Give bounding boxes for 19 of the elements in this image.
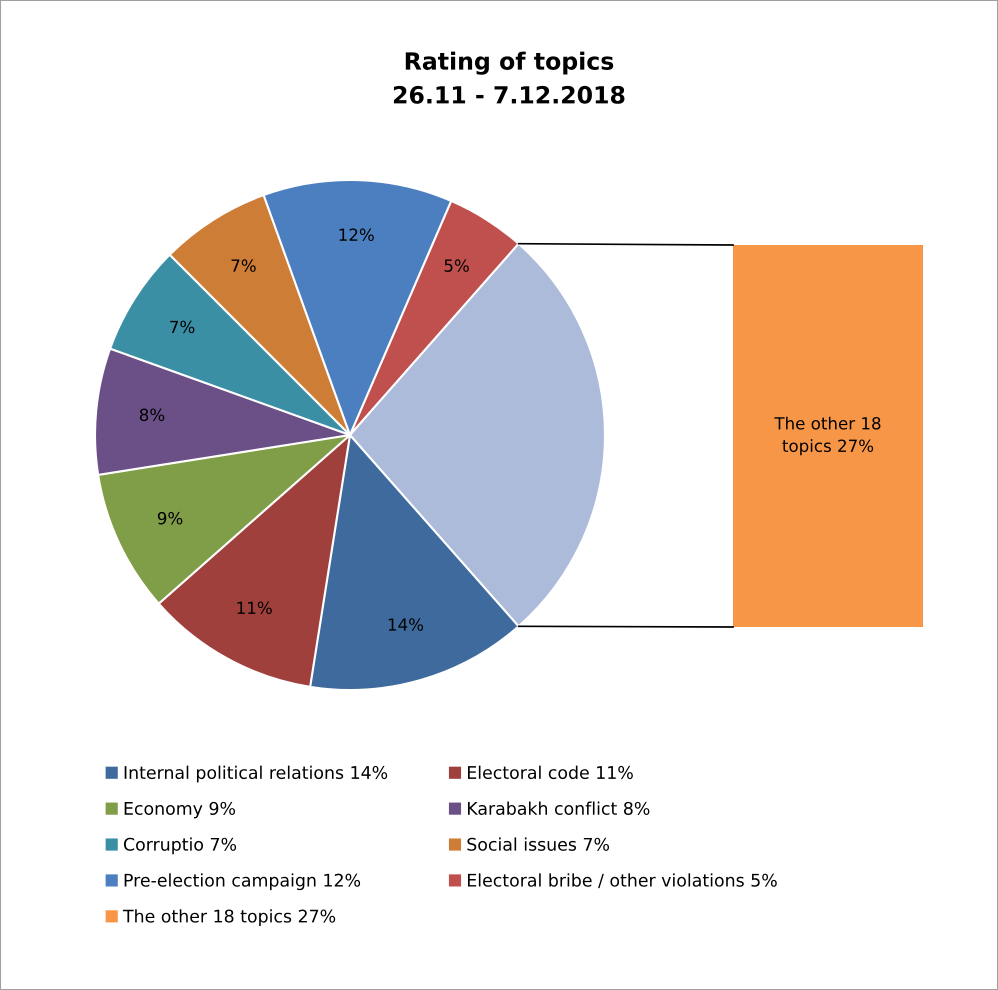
data-label: 7%	[232, 259, 256, 272]
data-label: 8%	[140, 408, 164, 422]
legend-label: Pre-election campaign 12%	[124, 873, 360, 890]
data-label: 9%	[158, 512, 182, 525]
legend-label: The other 18 topics 27%	[122, 909, 336, 926]
legend-label: Karabakh conflict 8%	[468, 802, 650, 815]
data-label: 12%	[340, 228, 374, 242]
legend-label: Electoral bribe / other violations 5%	[468, 873, 777, 888]
data-label: 7%	[170, 320, 194, 334]
legend-label: Corruptio 7%	[124, 837, 236, 854]
legend-label: Internal political relations 14%	[124, 766, 388, 782]
chart-title: Rating of topics 26.11 - 7.12.2018	[394, 52, 624, 104]
legend-label: Social issues 7%	[467, 837, 610, 851]
data-label: 14%	[388, 618, 424, 631]
data-label: 5%	[444, 259, 469, 272]
data-label: 11%	[237, 602, 272, 614]
data-label: The other 18 topics 27%	[774, 416, 880, 456]
legend-label: Electoral code 11%	[468, 766, 633, 780]
legend-label: Economy 9%	[124, 802, 236, 818]
